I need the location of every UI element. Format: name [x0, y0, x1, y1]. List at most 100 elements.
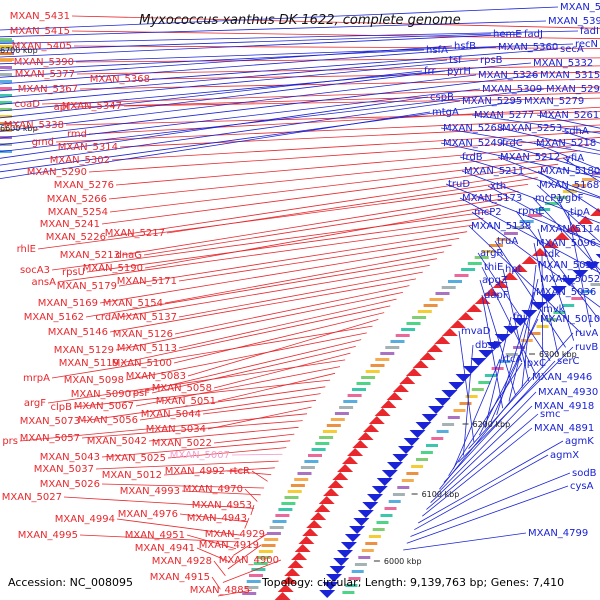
gene-label-right: ruvB	[575, 342, 598, 353]
left-label-connector	[226, 470, 272, 475]
feature-tick	[380, 514, 393, 517]
left-label-connector	[202, 399, 317, 415]
left-label-connector	[232, 533, 268, 556]
right-label-connector	[0, 33, 523, 58]
right-label-connector	[0, 45, 453, 78]
forward-gene-arrow	[540, 294, 557, 302]
reverse-gene-arrow	[374, 408, 391, 416]
left-label-connector	[55, 118, 600, 143]
right-label-connector	[468, 332, 574, 449]
reverse-gene-arrow	[314, 504, 331, 512]
feature-tick	[249, 574, 263, 577]
feature-tick	[0, 59, 12, 62]
left-label-connector	[250, 504, 255, 516]
forward-gene-arrow	[428, 406, 445, 414]
gene-label-right: MXAN_5277	[474, 110, 534, 121]
gene-label-right: MXAN_5114	[540, 224, 600, 235]
left-label-connector	[179, 513, 248, 523]
reverse-gene-arrow	[426, 344, 443, 352]
left-label-connector	[71, 15, 600, 29]
left-label-connector	[217, 372, 336, 402]
gene-label-right: agmK	[565, 436, 594, 447]
kbp-label: 6200 kbp	[473, 420, 511, 429]
feature-tick	[513, 346, 526, 349]
right-label-connector	[481, 294, 504, 409]
gene-label-left: ansA	[31, 277, 56, 288]
gene-label-right: MXAN_5309	[482, 84, 542, 95]
right-label-connector	[0, 74, 539, 139]
feature-tick	[385, 346, 400, 349]
gene-label-left: MXAN_5254	[48, 207, 108, 218]
kbp-label: 6100 kbp	[422, 490, 460, 499]
gene-label-right: smc	[540, 409, 560, 420]
gene-label-left: MXAN_5169	[38, 298, 98, 309]
right-label-connector	[0, 100, 523, 173]
feature-tick	[454, 274, 469, 277]
kbp-label: 6700 kbp	[0, 46, 38, 55]
left-label-connector	[71, 30, 600, 40]
forward-gene-arrow	[337, 550, 353, 558]
feature-tick	[553, 196, 568, 199]
gene-label-left: MXAN_5314	[58, 142, 118, 153]
left-label-connector	[88, 137, 600, 173]
left-label-connector	[151, 71, 600, 80]
feature-tick	[498, 360, 511, 363]
gene-label-right: hemE	[493, 29, 522, 40]
feature-tick	[528, 332, 541, 335]
feature-tick	[308, 454, 322, 457]
gene-label-right: tsf	[449, 55, 462, 66]
left-label-connector	[139, 393, 321, 421]
reverse-gene-arrow	[412, 360, 429, 368]
gene-label-left: MXAN_5027	[2, 492, 62, 503]
right-label-connector	[461, 170, 600, 224]
forward-gene-arrow	[550, 286, 567, 294]
gene-label-right: lpxC	[524, 358, 546, 369]
feature-tick	[453, 409, 466, 412]
gene-label-right: apgZ	[482, 275, 508, 286]
gene-label-left: MXAN_5098	[64, 375, 124, 386]
reverse-gene-arrow	[399, 376, 416, 384]
left-label-connector	[99, 244, 452, 304]
gene-label-right: truA	[497, 236, 518, 247]
gene-label-left: MXAN_4928	[152, 556, 212, 567]
left-label-connector	[125, 332, 367, 381]
gene-label-right: sdhA	[564, 126, 589, 137]
gene-label-left: MXAN_5266	[47, 194, 107, 205]
reverse-gene-arrow	[277, 584, 294, 592]
feature-tick	[465, 395, 478, 398]
feature-tick	[441, 286, 456, 289]
forward-gene-arrow	[421, 414, 438, 422]
feature-tick	[281, 502, 296, 505]
left-label-connector	[135, 366, 341, 407]
gene-label-right: serC	[557, 356, 579, 367]
feature-tick	[401, 479, 414, 482]
reverse-gene-arrow	[284, 568, 301, 576]
right-label-connector	[481, 266, 537, 375]
reverse-gene-arrow	[357, 432, 374, 440]
gene-label-right: cysA	[570, 481, 594, 492]
gene-label-left: rpsU	[62, 267, 85, 278]
right-label-connector	[0, 100, 461, 166]
gene-label-right: tdk	[544, 249, 560, 260]
feature-tick	[478, 381, 491, 384]
gene-label-right: MXAN_5096	[536, 238, 596, 249]
reverse-gene-arrow	[449, 320, 466, 328]
gene-label-left: MXAN_5043	[40, 452, 100, 463]
feature-tick	[392, 493, 405, 496]
forward-gene-arrow	[376, 478, 393, 486]
gene-label-left: MXAN_5217	[105, 228, 165, 239]
gene-label-right: MXAN_5360	[498, 42, 558, 53]
feature-tick	[0, 94, 12, 97]
feature-tick	[0, 115, 12, 118]
forward-gene-arrow	[326, 574, 342, 582]
feature-tick	[264, 538, 279, 541]
forward-gene-arrow	[367, 494, 383, 502]
gene-label-right: MXAN_5261	[539, 110, 599, 121]
feature-tick	[322, 430, 337, 433]
left-label-connector	[244, 488, 258, 502]
gene-label-right: fadJ	[524, 29, 543, 40]
right-label-connector	[418, 440, 564, 524]
feature-tick	[481, 250, 496, 253]
feature-tick	[376, 521, 389, 524]
right-label-connector	[537, 170, 600, 212]
